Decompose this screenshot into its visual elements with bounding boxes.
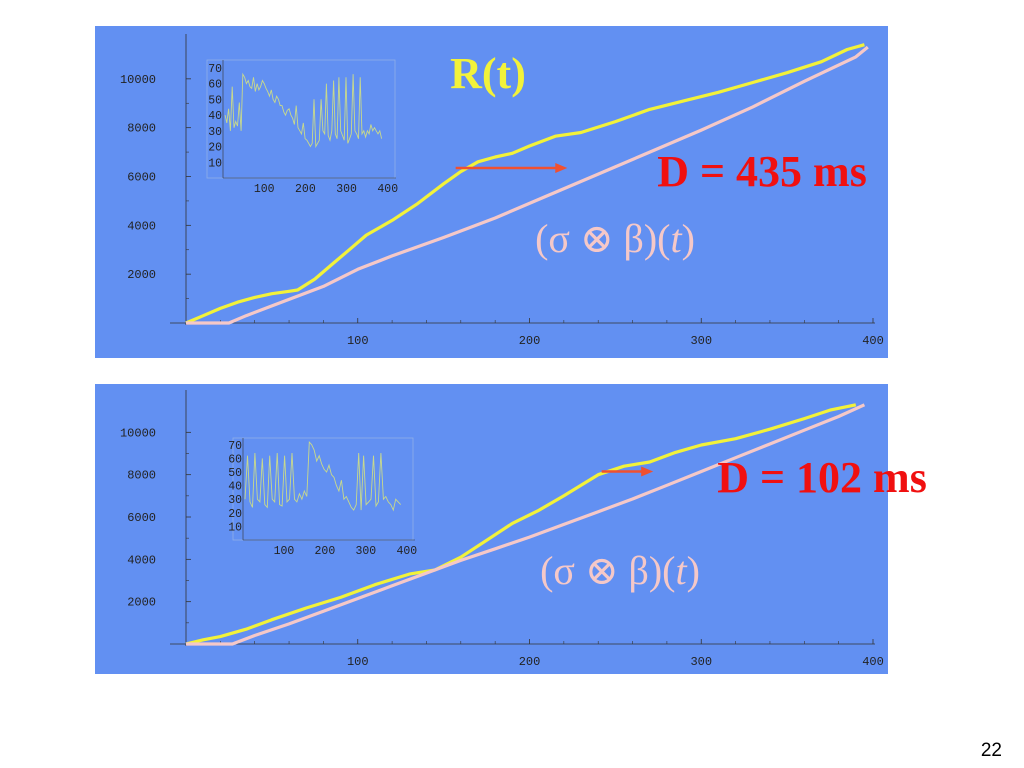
inset-y-tick-label: 50: [228, 467, 242, 480]
inset-x-tick-label: 300: [355, 545, 376, 558]
convolution-label-prefix: (σ ⊗ β)(: [540, 548, 675, 593]
x-tick-label: 200: [519, 655, 541, 669]
y-tick-label: 2000: [127, 268, 156, 282]
delay-label: D = 435 ms: [657, 147, 867, 196]
inset-y-tick-label: 70: [208, 63, 222, 76]
y-tick-label: 4000: [127, 219, 156, 233]
inset-x-tick-label: 200: [295, 183, 316, 196]
inset-x-tick-label: 100: [254, 183, 275, 196]
y-tick-label: 10000: [120, 426, 156, 440]
convolution-label-prefix: (σ ⊗ β)(: [535, 216, 670, 261]
delay-arrow-head: [555, 162, 568, 173]
inset-y-tick-label: 40: [208, 110, 222, 123]
plot-background: [95, 384, 888, 674]
chart-panel-top: 2000 4000 6000 8000 10000 100 200 300 400 10 20 30 4…: [95, 26, 888, 358]
inset-x-tick-label: 200: [315, 545, 336, 558]
delay-arrow-head: [641, 466, 654, 477]
page-number: 22: [980, 740, 1002, 761]
y-tick-label: 8000: [127, 122, 156, 136]
inset-y-tick-label: 20: [208, 142, 222, 155]
convolution-label-suffix: ): [687, 548, 700, 593]
inset-x-tick-label: 300: [336, 183, 357, 196]
delay-label: D = 102 ms: [717, 453, 927, 502]
x-tick-label: 400: [862, 655, 884, 669]
inset-x-tick-label: 400: [396, 545, 417, 558]
arrival-curve-line: [185, 403, 857, 646]
convolution-curve-line: [186, 403, 866, 646]
y-tick-label: 8000: [127, 469, 156, 483]
convolution-label-suffix: ): [682, 216, 695, 261]
x-tick-label: 100: [347, 334, 369, 348]
inset-y-tick-label: 20: [228, 508, 242, 521]
convolution-curve-line: [186, 45, 869, 325]
convolution-label: (σ ⊗ β)(t): [535, 216, 695, 261]
inset-x-tick-label: 100: [274, 545, 295, 558]
inset-y-tick-label: 60: [208, 79, 222, 92]
inset-y-tick-label: 60: [228, 453, 242, 466]
y-tick-label: 2000: [127, 596, 156, 610]
x-tick-label: 300: [690, 334, 712, 348]
x-tick-label: 200: [519, 334, 541, 348]
y-tick-label: 4000: [127, 553, 156, 567]
x-tick-label: 100: [347, 655, 369, 669]
y-tick-label: 6000: [127, 511, 156, 525]
x-tick-label: 400: [862, 334, 884, 348]
inset-x-tick-label: 400: [377, 183, 398, 196]
convolution-label: (σ ⊗ β)(t): [540, 548, 700, 593]
y-tick-label: 10000: [120, 73, 156, 87]
convolution-label-variable: t: [670, 216, 682, 261]
inset-y-tick-label: 50: [208, 94, 222, 107]
arrival-curve-line: [185, 43, 865, 325]
y-tick-label: 6000: [127, 171, 156, 185]
inset-y-tick-label: 70: [228, 440, 242, 453]
inset-y-tick-label: 10: [228, 521, 242, 534]
inset-y-tick-label: 10: [208, 157, 222, 170]
inset-y-tick-label: 30: [228, 494, 242, 507]
inset-rate-line: [244, 440, 402, 512]
inset-y-tick-label: 40: [228, 481, 242, 494]
r-curve-label: R(t): [450, 49, 526, 98]
x-tick-label: 300: [690, 655, 712, 669]
inset-y-tick-label: 30: [208, 126, 222, 139]
inset-rate-line: [224, 72, 383, 149]
convolution-label-variable: t: [675, 548, 687, 593]
